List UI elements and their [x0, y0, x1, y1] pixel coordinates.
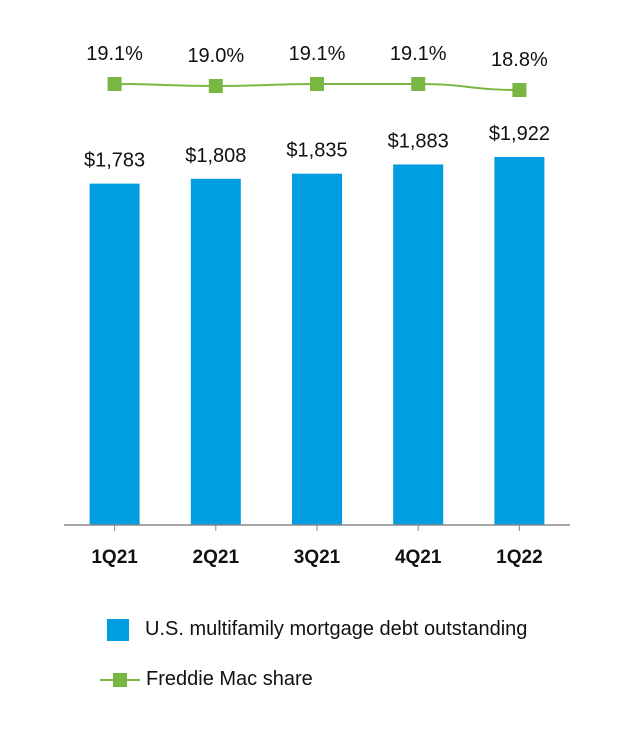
category-label: 1Q22: [496, 547, 542, 568]
legend-label-debt: U.S. multifamily mortgage debt outstandi…: [145, 618, 528, 640]
bar-value-label: $1,835: [286, 140, 347, 162]
share-value-label: 19.1%: [86, 43, 143, 65]
share-value-label: 19.0%: [187, 45, 244, 67]
bar-value-label: $1,808: [185, 145, 246, 167]
chart: $1,783 1Q21 $1,808 2Q21 $1,835 3Q21 $1,883 4Q21…: [64, 43, 570, 568]
bar-value-label: $1,883: [388, 130, 449, 152]
bar-1Q21: [89, 183, 140, 525]
category-label: 1Q21: [91, 547, 138, 568]
bar-2Q21: [190, 178, 241, 525]
share-marker-3Q21: [310, 77, 324, 91]
legend-swatch-debt: [107, 618, 129, 641]
category-label: 2Q21: [193, 547, 240, 568]
bar-4Q21: [393, 164, 444, 525]
bar-value-label: $1,922: [489, 123, 550, 145]
share-value-label: 18.8%: [491, 49, 548, 71]
legend-item-share: Freddie Mac share: [100, 668, 313, 691]
share-marker-2Q21: [208, 79, 223, 93]
category-label: 3Q21: [294, 547, 341, 568]
legend-item-debt: U.S. multifamily mortgage debt outstandi…: [100, 618, 527, 641]
category-label: 4Q21: [395, 547, 442, 568]
legend-label-share: Freddie Mac share: [146, 668, 313, 690]
share-marker-4Q21: [411, 77, 426, 91]
share-value-label: 19.1%: [289, 43, 346, 65]
share-value-label: 19.1%: [390, 43, 447, 65]
share-marker-1Q22: [512, 83, 527, 97]
share-marker-1Q21: [107, 77, 122, 91]
legend-swatch-share: [100, 669, 140, 691]
bar-value-label: $1,783: [84, 150, 145, 172]
bar-1Q22: [494, 157, 545, 525]
bar-3Q21: [292, 173, 342, 525]
